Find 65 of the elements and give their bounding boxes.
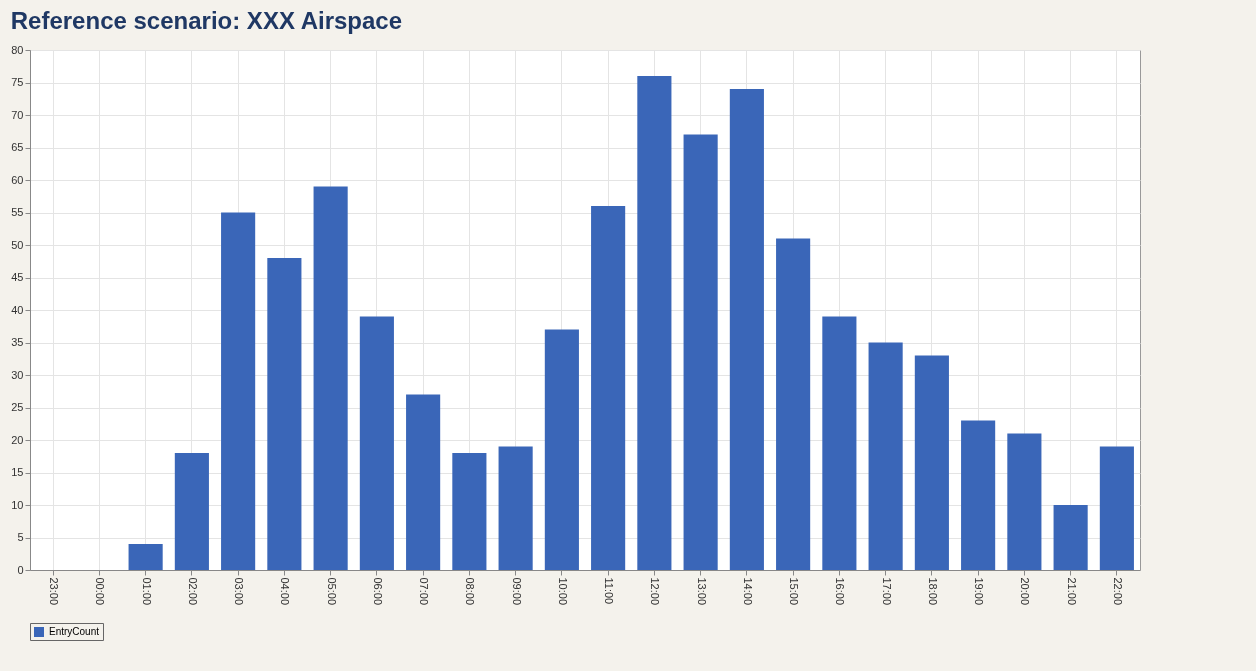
bar [174, 453, 209, 570]
y-tick-label: 0 [17, 563, 24, 576]
bar [359, 316, 394, 570]
x-tick-label: 00:00 [94, 577, 107, 606]
bar [498, 446, 533, 570]
x-tick-label: 12:00 [649, 577, 662, 606]
bar [1007, 433, 1042, 570]
x-tick-label: 02:00 [186, 577, 199, 606]
bar [637, 76, 672, 570]
y-tick-label: 55 [11, 206, 24, 218]
y-tick-label: 10 [11, 498, 24, 511]
x-tick-label: 10:00 [556, 577, 569, 606]
y-tick-label: 15 [11, 466, 24, 478]
chart-title: Reference scenario: XXX Airspace [10, 7, 403, 34]
legend-label: EntryCount [49, 626, 100, 637]
bar [267, 258, 302, 570]
x-tick-label: 14:00 [741, 577, 754, 606]
y-tick-label: 70 [11, 108, 24, 121]
x-tick-label: 16:00 [834, 577, 847, 606]
y-tick-label: 35 [11, 336, 24, 348]
x-tick-label: 17:00 [880, 577, 893, 606]
y-tick-label: 65 [11, 141, 24, 153]
x-tick-label: 01:00 [140, 577, 153, 606]
x-tick-label: 04:00 [279, 577, 292, 606]
x-tick-label: 20:00 [1019, 577, 1032, 606]
x-tick-label: 21:00 [1065, 577, 1078, 606]
x-tick-label: 15:00 [788, 577, 801, 606]
bar [1053, 505, 1088, 570]
bar [961, 420, 996, 570]
y-tick-label: 75 [11, 76, 24, 88]
bar [683, 134, 718, 570]
x-tick-label: 13:00 [695, 577, 708, 606]
bar [822, 316, 857, 570]
y-tick-label: 80 [11, 43, 24, 56]
bar [914, 355, 949, 570]
bar [313, 186, 348, 570]
x-tick-label: 19:00 [973, 577, 986, 606]
x-tick-label: 11:00 [603, 577, 616, 605]
bar [452, 453, 487, 570]
bar [729, 89, 764, 570]
y-tick-label: 60 [11, 173, 24, 186]
x-tick-label: 03:00 [233, 577, 246, 606]
y-tick-label: 40 [11, 303, 24, 316]
y-tick-label: 25 [11, 401, 24, 413]
bar [221, 212, 256, 570]
x-tick-label: 08:00 [464, 577, 477, 606]
bar [868, 342, 903, 570]
y-tick-label: 30 [11, 368, 24, 381]
y-tick-label: 50 [11, 238, 24, 251]
y-tick-label: 20 [11, 433, 24, 446]
bar [544, 329, 579, 570]
x-tick-label: 18:00 [926, 577, 939, 606]
x-tick-label: 23:00 [48, 577, 61, 606]
x-tick-label: 22:00 [1111, 577, 1124, 606]
x-tick-label: 05:00 [325, 577, 338, 606]
bar [591, 206, 626, 570]
bar [128, 544, 163, 570]
y-tick-label: 45 [11, 271, 24, 283]
y-tick-label: 5 [17, 531, 24, 543]
bar [406, 394, 441, 570]
x-tick-label: 06:00 [371, 577, 384, 606]
bar [1099, 446, 1134, 570]
x-tick-label: 09:00 [510, 577, 523, 606]
x-tick-label: 07:00 [418, 577, 431, 606]
bar [776, 238, 811, 570]
